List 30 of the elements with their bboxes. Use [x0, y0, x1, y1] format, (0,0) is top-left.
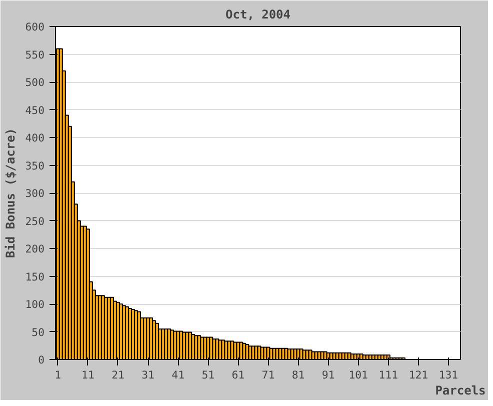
x-tick-label: 41	[172, 368, 185, 382]
x-tick-label: 101	[348, 368, 368, 382]
y-tick-label: 50	[32, 326, 45, 339]
x-tick-label: 1	[54, 368, 62, 382]
y-axis-title: Bid Bonus ($/acre)	[3, 128, 18, 258]
y-tick-label: 100	[25, 298, 45, 311]
x-tick-label: 81	[292, 368, 305, 382]
x-tick-label: 111	[378, 368, 398, 382]
x-tick-label: 71	[262, 368, 275, 382]
y-tick-label: 0	[38, 354, 45, 366]
x-tick-label: 91	[322, 368, 335, 382]
y-tick-label: 400	[25, 132, 45, 144]
x-tick-label: 131	[438, 368, 458, 382]
y-tick-label: 250	[25, 214, 45, 228]
y-tick-label: 550	[25, 48, 45, 62]
x-tick-label: 21	[112, 368, 124, 382]
x-tick-label: 121	[408, 368, 428, 382]
y-tick-label: 500	[25, 76, 45, 89]
x-tick-label: 51	[202, 368, 215, 382]
x-axis-title: Parcels	[435, 384, 486, 398]
y-tick-label: 450	[25, 104, 45, 117]
x-tick-label: 31	[142, 368, 154, 382]
y-tick-label: 300	[25, 187, 45, 200]
y-tick-label: 200	[25, 242, 45, 256]
x-tick-label: 11	[82, 368, 94, 382]
y-tick-label: 600	[25, 20, 45, 34]
y-tick-label: 350	[25, 159, 45, 172]
chart-title: Oct, 2004	[225, 8, 291, 22]
x-tick-label: 61	[232, 368, 245, 382]
y-tick-label: 150	[25, 270, 45, 284]
